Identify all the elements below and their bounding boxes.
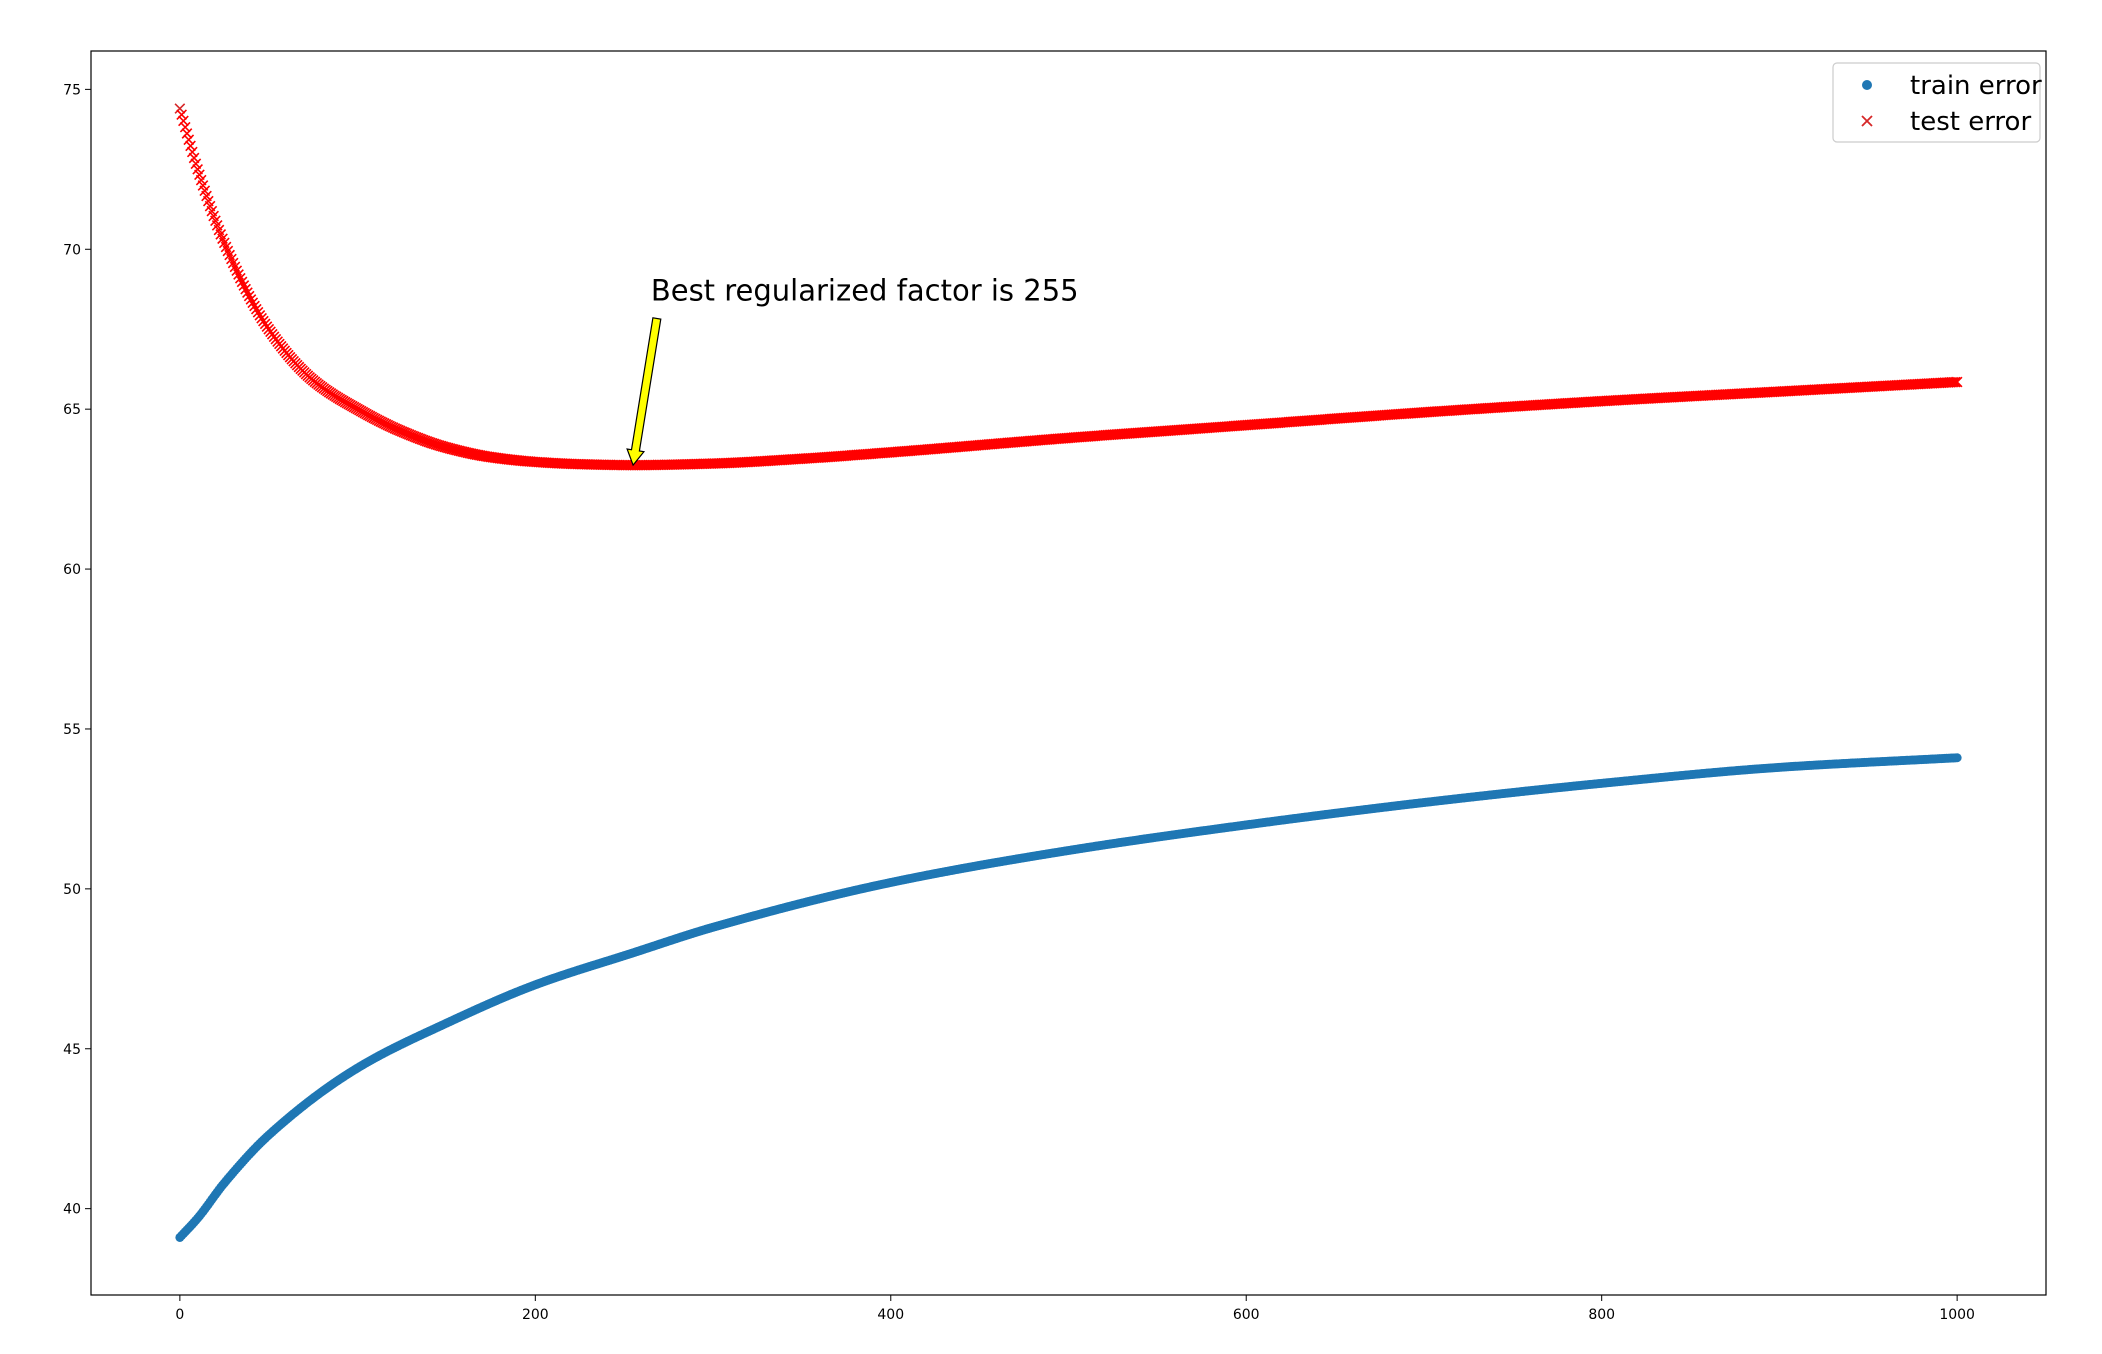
x-tick-label: 200 — [522, 1307, 549, 1323]
data-point — [179, 121, 191, 133]
x-tick-label: 0 — [175, 1307, 184, 1323]
legend-label-test-error: test error — [1910, 107, 2031, 137]
y-tick-label: 65 — [63, 402, 81, 418]
data-point — [183, 134, 195, 146]
data-point — [1951, 376, 1963, 388]
series-test-error — [174, 103, 1963, 471]
data-point — [245, 294, 257, 305]
data-point — [181, 128, 193, 139]
data-point — [186, 146, 198, 158]
y-tick-label: 70 — [63, 242, 81, 258]
data-point — [178, 115, 189, 127]
plot-frame — [90, 50, 2047, 1296]
y-tick-label: 40 — [63, 1202, 81, 1218]
data-point — [1948, 376, 1959, 388]
x-tick-label: 400 — [877, 1307, 904, 1323]
y-tick-label: 55 — [63, 722, 81, 738]
x-tick-label: 600 — [1233, 1307, 1260, 1323]
data-point — [242, 287, 253, 298]
annotation-text: Best regularized factor is 255 — [651, 273, 1079, 307]
data-point — [247, 297, 259, 309]
annotation-arrow — [626, 317, 662, 467]
data-point — [254, 309, 266, 321]
annotation: Best regularized factor is 255 — [626, 273, 1079, 467]
x-tick-label: 1000 — [1939, 1307, 1975, 1323]
data-point — [243, 290, 255, 302]
data-point — [252, 306, 264, 318]
legend-marker-train-error — [1862, 80, 1872, 90]
x-tick-label: 800 — [1588, 1307, 1615, 1323]
data-point — [1949, 376, 1961, 388]
axis-ticks: 0 200 400 600 800 1000 40 45 50 55 60 65 70 75 — [63, 82, 1975, 1323]
y-tick-label: 50 — [63, 882, 81, 898]
data-point — [174, 103, 186, 114]
y-tick-label: 75 — [63, 82, 81, 98]
data-point — [188, 152, 200, 164]
legend-box — [1832, 62, 2041, 143]
legend-label-train-error: train error — [1910, 71, 2042, 101]
legend-marker-test-error — [1861, 115, 1873, 127]
legend[interactable]: train error test error — [1832, 62, 2042, 143]
data-point — [176, 109, 188, 121]
data-point — [1952, 753, 1962, 763]
data-point — [250, 303, 262, 315]
y-tick-label: 45 — [63, 1042, 81, 1058]
data-point — [185, 140, 196, 152]
data-point — [249, 300, 260, 312]
y-tick-label: 60 — [63, 562, 81, 578]
series-layer — [174, 103, 1963, 1242]
series-train-error — [175, 753, 1962, 1242]
